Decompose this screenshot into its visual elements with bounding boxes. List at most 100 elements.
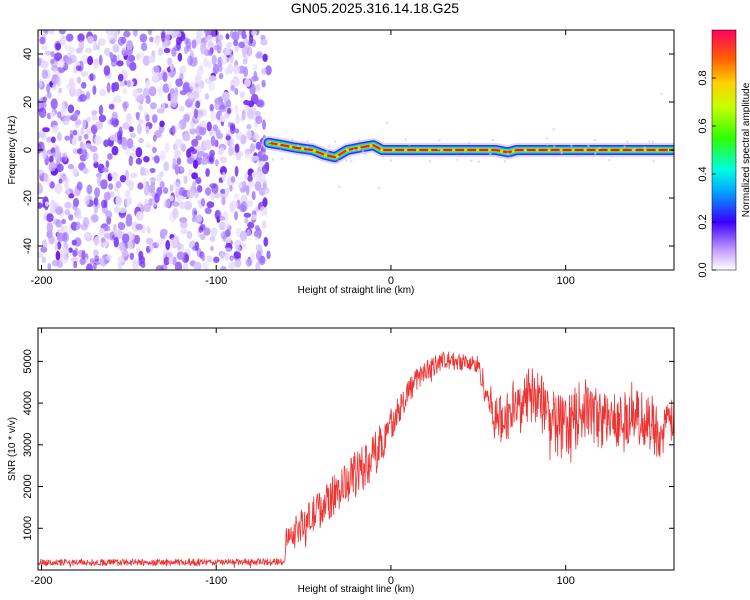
noise-speckle: [117, 135, 123, 145]
noise-speckle: [60, 224, 64, 232]
noise-speckle: [109, 134, 116, 141]
noise-speckle: [114, 118, 120, 126]
noise-speckle: [86, 263, 93, 270]
noise-speckle: [208, 49, 214, 57]
noise-speckle: [96, 44, 100, 51]
signal-peak-line: [268, 141, 674, 159]
noise-speckle: [113, 95, 122, 104]
noise-speckle: [172, 157, 177, 169]
noise-speckle: [139, 33, 148, 43]
noise-speckle: [117, 255, 125, 263]
noise-speckle: [41, 45, 48, 51]
noise-speckle: [65, 33, 74, 42]
noise-speckle: [106, 82, 111, 93]
noise-speckle: [260, 39, 268, 46]
noise-speckle: [240, 134, 247, 145]
noise-speckle: [72, 129, 78, 136]
noise-speckle: [135, 157, 143, 165]
noise-speckle: [143, 156, 150, 163]
faint-speckle: [291, 138, 294, 141]
noise-speckle: [265, 65, 272, 76]
noise-speckle: [197, 214, 203, 222]
noise-speckle: [102, 167, 109, 173]
noise-speckle: [38, 30, 42, 38]
faint-speckle: [296, 144, 299, 147]
noise-speckle: [244, 217, 249, 224]
noise-speckle: [72, 111, 80, 118]
noise-speckle: [78, 39, 85, 51]
noise-speckle: [138, 119, 144, 125]
noise-speckle: [195, 75, 201, 85]
faint-speckle: [268, 141, 272, 144]
noise-speckle: [251, 171, 259, 178]
noise-speckle: [82, 148, 88, 158]
noise-speckle: [197, 151, 202, 159]
noise-speckle: [104, 47, 111, 56]
noise-speckle: [132, 30, 138, 37]
noise-speckle: [206, 201, 215, 209]
noise-speckle: [128, 180, 134, 192]
noise-speckle: [262, 53, 268, 63]
noise-speckle: [249, 83, 256, 95]
noise-speckle: [129, 61, 137, 71]
noise-speckle: [211, 54, 217, 66]
faint-speckle: [623, 145, 626, 148]
noise-speckle: [182, 132, 191, 142]
faint-speckle: [271, 158, 275, 161]
noise-speckle: [56, 131, 62, 142]
noise-speckle: [155, 37, 160, 47]
noise-speckle: [84, 196, 90, 206]
noise-speckle: [215, 129, 221, 137]
noise-speckle: [42, 149, 48, 160]
noise-speckle: [122, 101, 129, 109]
noise-speckle: [75, 65, 82, 71]
noise-speckle: [148, 242, 154, 251]
noise-speckle: [231, 31, 240, 42]
noise-speckle: [149, 36, 154, 43]
faint-speckle: [357, 148, 361, 151]
noise-speckle: [230, 200, 239, 209]
noise-speckle: [56, 163, 64, 173]
noise-speckle: [60, 246, 67, 258]
noise-speckle: [72, 167, 78, 176]
noise-speckle: [152, 134, 157, 142]
faint-speckle: [328, 145, 331, 148]
noise-speckle: [80, 81, 87, 89]
faint-speckle: [570, 144, 573, 147]
y-tick-label: 1000: [22, 516, 34, 540]
noise-speckle: [95, 121, 103, 130]
noise-speckle: [197, 185, 203, 193]
noise-speckle: [60, 255, 69, 264]
noise-speckle: [169, 70, 175, 78]
noise-speckle: [203, 30, 211, 35]
noise-speckle: [161, 31, 166, 43]
faint-speckle: [357, 139, 360, 142]
noise-speckle: [254, 181, 262, 191]
noise-speckle: [243, 212, 252, 218]
noise-speckle: [173, 44, 181, 52]
noise-speckle: [261, 219, 267, 230]
noise-speckle: [151, 74, 159, 83]
noise-speckle: [158, 47, 163, 56]
noise-speckle: [121, 250, 129, 257]
faint-speckle: [306, 140, 309, 143]
noise-speckle: [196, 68, 204, 76]
noise-speckle: [105, 210, 113, 219]
noise-speckle: [156, 239, 165, 248]
noise-speckle: [98, 54, 103, 66]
noise-speckle: [91, 110, 98, 116]
y-tick-label: 5000: [22, 349, 34, 373]
noise-speckle: [210, 192, 215, 201]
noise-speckle: [138, 104, 144, 111]
noise-speckle: [203, 227, 211, 236]
noise-speckle: [246, 229, 251, 237]
noise-speckle: [179, 166, 184, 173]
noise-speckle: [117, 73, 124, 82]
noise-speckle: [103, 191, 111, 201]
noise-speckle: [228, 262, 236, 269]
noise-speckle: [87, 35, 94, 44]
faint-speckle: [364, 152, 367, 156]
noise-speckle: [68, 193, 75, 199]
noise-speckle: [249, 143, 256, 152]
noise-speckle: [80, 127, 85, 135]
